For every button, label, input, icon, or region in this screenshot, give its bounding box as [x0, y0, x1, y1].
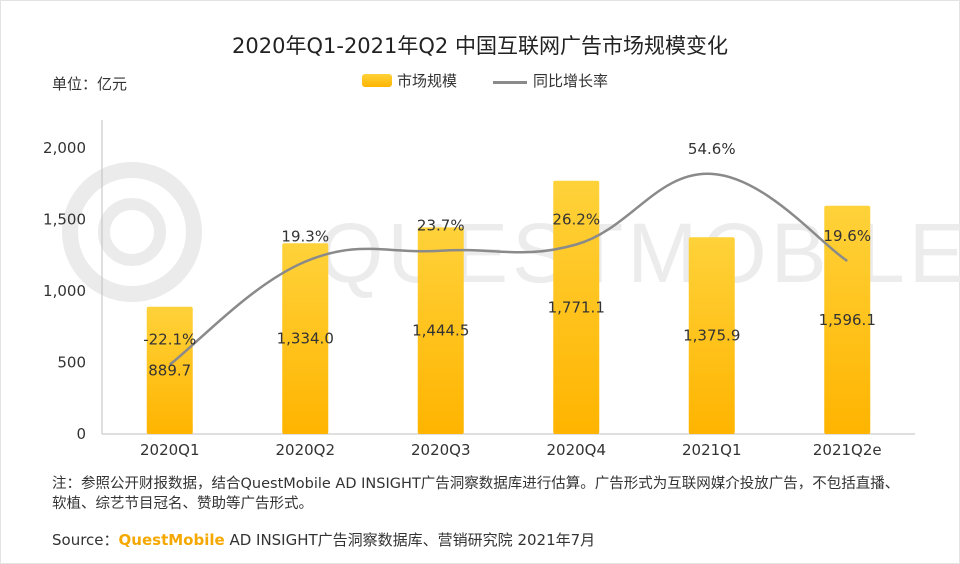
- bar-value-label: 1,771.1: [548, 298, 605, 316]
- growth-rate-label: 54.6%: [688, 140, 736, 158]
- legend-bar-swatch: [362, 74, 392, 87]
- bar-value-label: 889.7: [148, 361, 191, 379]
- bar: [553, 180, 600, 434]
- growth-rate-label: 19.3%: [281, 228, 329, 246]
- x-tick-label: 2020Q1: [140, 441, 200, 459]
- x-tick-label: 2021Q2e: [813, 441, 882, 459]
- bar: [417, 227, 464, 434]
- y-tick-label: 500: [57, 354, 86, 372]
- x-tick-label: 2021Q1: [682, 441, 742, 459]
- bar-value-label: 1,596.1: [819, 311, 876, 329]
- y-tick-label: 2,000: [43, 139, 86, 157]
- x-tick-label: 2020Q2: [275, 441, 335, 459]
- growth-rate-label: 23.7%: [417, 217, 465, 235]
- bar: [282, 243, 329, 434]
- unit-label: 单位：亿元: [52, 75, 128, 93]
- y-tick-label: 1,000: [43, 282, 86, 300]
- footnote: 注：参照公开财报数据，结合QuestMobile AD INSIGHT广告洞察数…: [52, 476, 900, 512]
- growth-rate-line: [168, 172, 848, 366]
- bar: [824, 205, 871, 434]
- legend-line-label: 同比增长率: [533, 72, 609, 90]
- legend-bar-label: 市场规模: [397, 72, 458, 90]
- bar: [688, 237, 735, 434]
- growth-rate-label: -22.1%: [143, 331, 196, 349]
- x-tick-label: 2020Q3: [411, 441, 471, 459]
- source-prefix: Source：: [52, 531, 119, 549]
- y-tick-label: 1,500: [43, 211, 86, 229]
- bar-value-label: 1,334.0: [277, 330, 334, 348]
- x-tick-label: 2020Q4: [546, 441, 606, 459]
- bar: [146, 306, 193, 434]
- source-rest: AD INSIGHT广告洞察数据库、营销研究院 2021年7月: [224, 531, 596, 549]
- legend-line-swatch: [493, 81, 527, 84]
- growth-rate-label: 19.6%: [823, 227, 871, 245]
- source-line: Source：QuestMobile AD INSIGHT广告洞察数据库、营销研…: [52, 529, 595, 550]
- y-tick-label: 0: [76, 425, 86, 443]
- bar-value-label: 1,444.5: [412, 322, 469, 340]
- bar-value-label: 1,375.9: [683, 327, 740, 345]
- chart-title: 2020年Q1-2021年Q2 中国互联网广告市场规模变化: [232, 34, 728, 58]
- growth-rate-label: 26.2%: [552, 210, 600, 228]
- source-brand: QuestMobile: [118, 531, 225, 549]
